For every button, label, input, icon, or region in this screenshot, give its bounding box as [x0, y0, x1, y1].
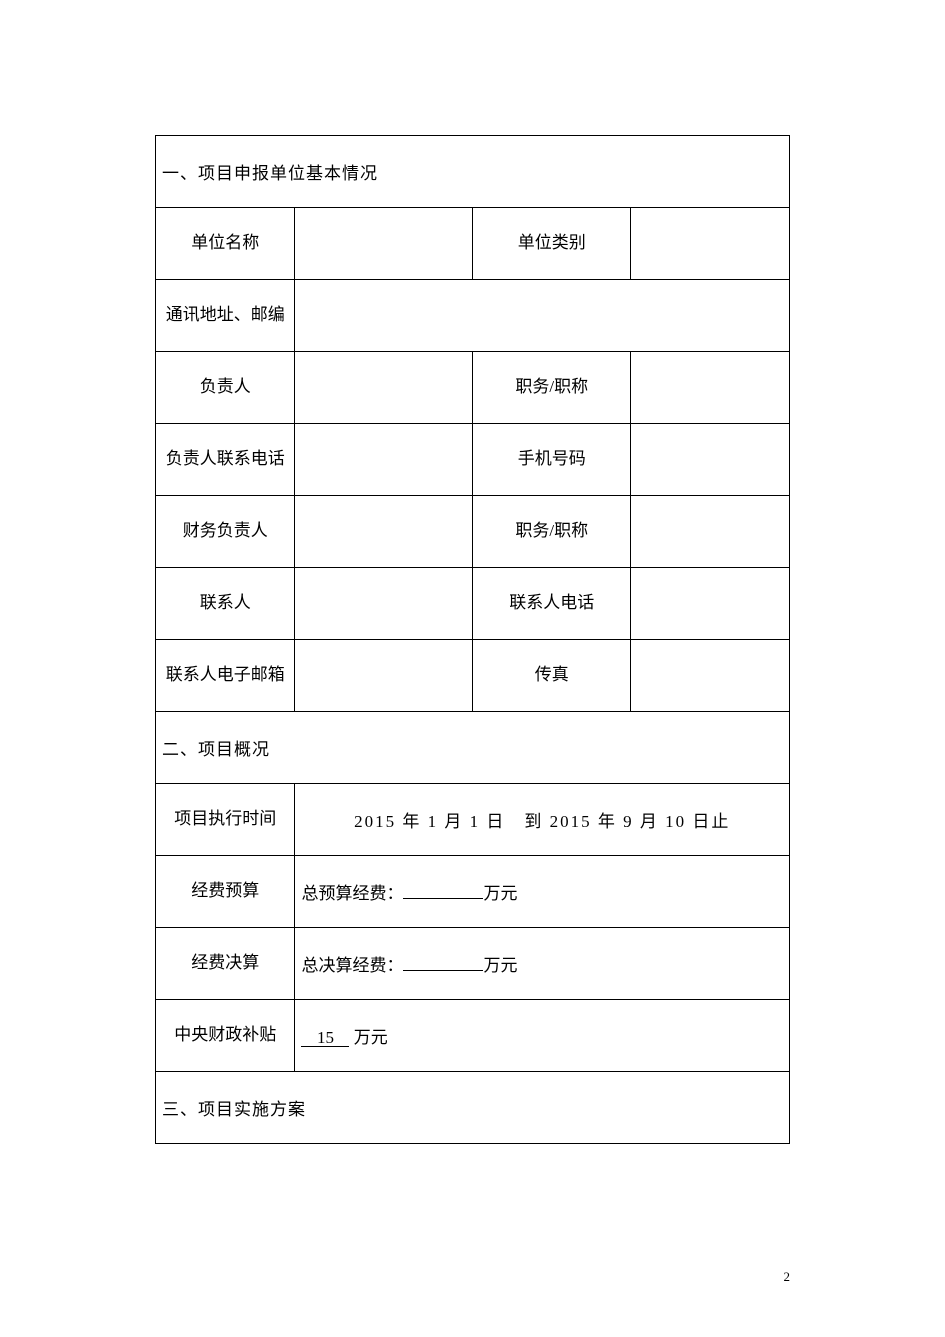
section1-header: 一、项目申报单位基本情况 — [156, 136, 790, 208]
leader-label: 负责人 — [156, 352, 295, 424]
final-prefix: 总决算经费： — [301, 956, 403, 975]
contact-value — [295, 568, 473, 640]
subsidy-value-underline: 15 — [301, 1028, 349, 1047]
section3-header: 三、项目实施方案 — [156, 1072, 790, 1144]
finance-leader-value — [295, 496, 473, 568]
budget-prefix: 总预算经费： — [301, 884, 403, 903]
finance-title-value — [631, 496, 790, 568]
subsidy-value: 15 — [317, 1028, 334, 1047]
contact-phone-label: 联系人电话 — [472, 568, 631, 640]
leader-phone-value — [295, 424, 473, 496]
unit-name-value — [295, 208, 473, 280]
unit-type-value — [631, 208, 790, 280]
fax-label: 传真 — [472, 640, 631, 712]
unit-type-label: 单位类别 — [472, 208, 631, 280]
budget-cell: 总预算经费： 万元 — [295, 856, 790, 928]
fax-value — [631, 640, 790, 712]
unit-name-label: 单位名称 — [156, 208, 295, 280]
page-number: 2 — [784, 1269, 791, 1285]
final-label: 经费决算 — [156, 928, 295, 1000]
application-form-table: 一、项目申报单位基本情况 单位名称 单位类别 通讯地址、邮编 负责人 职务/职称… — [155, 135, 790, 1144]
address-label: 通讯地址、邮编 — [156, 280, 295, 352]
budget-unit: 万元 — [483, 884, 517, 903]
exec-time-value: 2015 年 1 月 1 日 到 2015 年 9 月 10 日止 — [295, 784, 790, 856]
contact-phone-value — [631, 568, 790, 640]
email-value — [295, 640, 473, 712]
budget-label: 经费预算 — [156, 856, 295, 928]
finance-title-label: 职务/职称 — [472, 496, 631, 568]
leader-value — [295, 352, 473, 424]
leader-title-value — [631, 352, 790, 424]
subsidy-label: 中央财政补贴 — [156, 1000, 295, 1072]
budget-value-underline — [403, 880, 483, 899]
mobile-value — [631, 424, 790, 496]
final-unit: 万元 — [483, 956, 517, 975]
finance-leader-label: 财务负责人 — [156, 496, 295, 568]
final-cell: 总决算经费： 万元 — [295, 928, 790, 1000]
final-value-underline — [403, 952, 483, 971]
mobile-label: 手机号码 — [472, 424, 631, 496]
subsidy-cell: 15 万元 — [295, 1000, 790, 1072]
contact-label: 联系人 — [156, 568, 295, 640]
subsidy-unit: 万元 — [354, 1028, 388, 1047]
leader-phone-label: 负责人联系电话 — [156, 424, 295, 496]
email-label: 联系人电子邮箱 — [156, 640, 295, 712]
leader-title-label: 职务/职称 — [472, 352, 631, 424]
section2-header: 二、项目概况 — [156, 712, 790, 784]
exec-time-label: 项目执行时间 — [156, 784, 295, 856]
address-value — [295, 280, 790, 352]
